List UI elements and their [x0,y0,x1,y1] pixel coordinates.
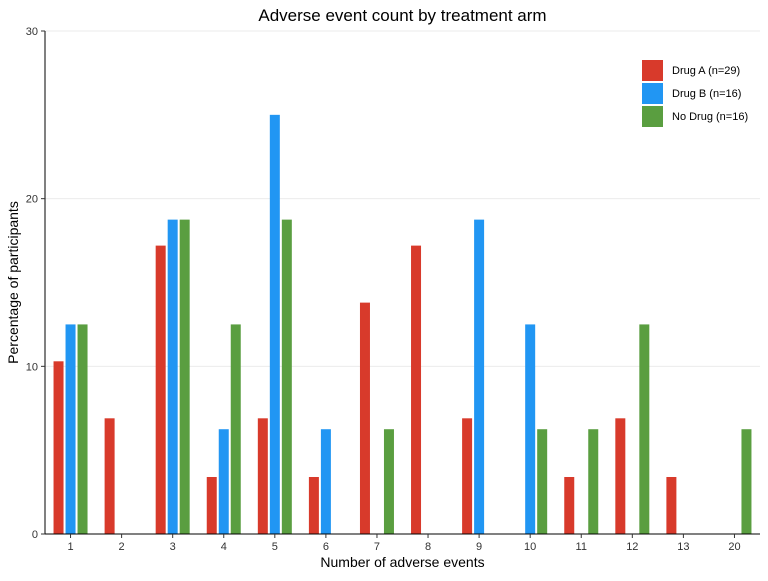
y-axis-label: Percentage of participants [5,201,21,364]
x-tick-label: 7 [374,541,380,553]
x-tick-label: 10 [524,541,536,553]
bar [537,429,548,534]
x-tick-label: 3 [170,541,176,553]
bar [741,429,752,534]
bar [65,324,76,534]
bar [257,418,268,534]
bar [308,476,319,534]
x-tick-label: 2 [119,541,125,553]
bar [462,418,473,534]
bar [320,429,331,534]
bar [588,429,599,534]
chart-title: Adverse event count by treatment arm [258,6,546,25]
bar [269,114,280,534]
x-tick-label: 6 [323,541,329,553]
bar [564,476,575,534]
bar [359,302,370,534]
bar [167,219,178,534]
x-axis-label: Number of adverse events [320,554,484,570]
y-tick-label: 10 [26,361,38,373]
x-tick-label: 8 [425,541,431,553]
bar [525,324,536,534]
x-tick-label: 4 [221,541,227,553]
legend-item: Drug B (n=16) [642,82,748,105]
bar [218,429,229,534]
legend-label: Drug B (n=16) [672,87,742,100]
legend-label: Drug A (n=29) [672,64,741,77]
legend-swatch [642,83,663,104]
x-tick-label: 5 [272,541,278,553]
y-tick-label: 20 [26,194,38,206]
legend-item: Drug A (n=29) [642,59,748,82]
bar [155,245,166,534]
bar [383,429,394,534]
bar [230,324,241,534]
bar [666,476,677,534]
bar [77,324,88,534]
x-tick-label: 12 [626,541,638,553]
x-tick-label: 20 [728,541,740,553]
y-tick-label: 30 [26,26,38,38]
legend-swatch [642,60,663,81]
bar [53,361,64,534]
bar [411,245,422,534]
y-tick-label: 0 [32,529,38,541]
legend-item: No Drug (n=16) [642,105,748,128]
bar [206,476,217,534]
x-tick-label: 1 [67,541,73,553]
legend-swatch [642,106,663,127]
x-tick-label: 9 [476,541,482,553]
chart-legend: Drug A (n=29) Drug B (n=16) No Drug (n=16) [642,59,748,128]
bar [281,219,292,534]
legend-label: No Drug (n=16) [672,110,749,123]
bar [615,418,626,534]
x-tick-label: 13 [677,541,689,553]
bar [104,418,115,534]
bar [474,219,485,534]
bar [639,324,650,534]
bar [179,219,190,534]
x-tick-label: 11 [576,541,587,553]
